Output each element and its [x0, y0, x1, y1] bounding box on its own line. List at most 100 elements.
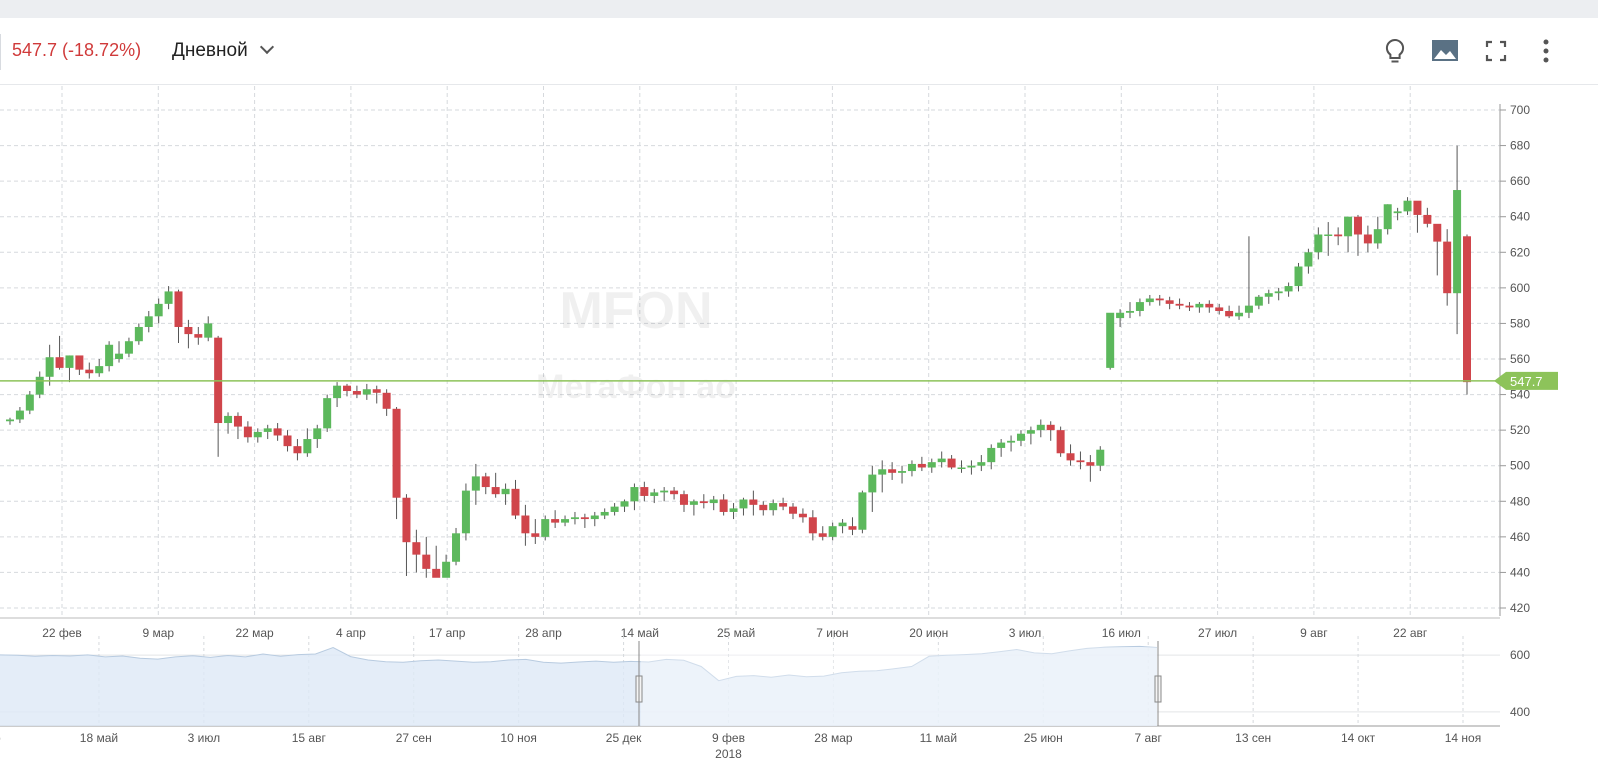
candle	[1026, 430, 1035, 434]
candle	[709, 499, 718, 504]
fullscreen-icon[interactable]	[1481, 36, 1511, 66]
candle	[65, 355, 74, 368]
candle	[848, 526, 857, 530]
x-tick-label: 22 мар	[235, 626, 274, 640]
x-tick-label: 28 апр	[525, 626, 562, 640]
navigator-area	[0, 646, 1157, 726]
candle	[1373, 229, 1382, 244]
candle	[818, 533, 827, 537]
image-icon[interactable]	[1430, 36, 1460, 66]
candle	[759, 504, 768, 511]
x-tick-label: 9 авг	[1300, 626, 1328, 640]
navigator-x-label: 18 май	[80, 731, 118, 745]
candle	[729, 508, 738, 512]
candle	[1433, 223, 1442, 242]
candle	[124, 341, 133, 354]
candle	[670, 490, 679, 495]
y-tick-label: 660	[1510, 174, 1530, 188]
candle	[55, 357, 64, 368]
candle	[1353, 216, 1362, 235]
navigator-x-label: 14 окт	[1341, 731, 1376, 745]
candle	[501, 488, 510, 495]
candle	[452, 533, 461, 562]
current-price-label: 547.7	[1510, 374, 1543, 389]
x-tick-label: 9 мар	[142, 626, 174, 640]
candle	[1036, 424, 1045, 431]
candle	[1225, 310, 1234, 317]
chart-toolbar: 547.7 (-18.72%) Дневной	[0, 18, 1598, 85]
candle	[204, 323, 213, 338]
x-axis: 22 фев 9 мар 22 мар 4 апр 17 апр 28 апр 14 май…	[0, 617, 1500, 640]
candle	[1185, 305, 1194, 308]
candle	[1463, 236, 1471, 383]
navigator: 400 600 ар 18 май 3 июл 15 авг 27 сен 10 ноя 25 …	[0, 636, 1530, 761]
candle	[342, 385, 351, 392]
candle	[1066, 453, 1075, 461]
candle	[1106, 312, 1115, 368]
x-tick-label: 14 май	[621, 626, 659, 640]
candle	[561, 519, 570, 523]
watermark-name: МегаФон ао	[536, 368, 736, 406]
candle	[997, 442, 1006, 448]
price-change-label: 547.7 (-18.72%)	[12, 40, 142, 60]
y-tick-label: 640	[1510, 210, 1530, 224]
candle	[1443, 241, 1452, 294]
candle	[1324, 234, 1333, 236]
candle	[600, 511, 609, 516]
candle	[1096, 449, 1105, 466]
navigator-x-label: ар	[0, 731, 1, 745]
candle	[828, 526, 837, 537]
candle	[699, 501, 708, 504]
navigator-line	[0, 645, 1158, 682]
candle	[115, 353, 124, 359]
price-chart[interactable]: MFON МегаФон ао 420 440 460 480 500 520 540 560…	[0, 86, 1598, 761]
candle	[1244, 305, 1253, 313]
chevron-down-icon	[259, 39, 274, 55]
candle	[1383, 204, 1392, 230]
candle	[491, 487, 500, 495]
candle	[888, 469, 897, 473]
candle	[164, 291, 173, 304]
candle	[1086, 462, 1095, 466]
candle	[233, 415, 242, 427]
navigator-x-label: 27 сен	[396, 731, 432, 745]
x-tick-label: 27 июл	[1198, 626, 1237, 640]
candle	[1413, 200, 1422, 215]
candle	[739, 499, 748, 509]
candle	[531, 533, 540, 537]
candles-layer	[6, 145, 1471, 578]
x-tick-label: 4 апр	[336, 626, 366, 640]
x-tick-label: 17 апр	[429, 626, 466, 640]
candle	[35, 376, 44, 395]
candle	[1126, 310, 1135, 313]
candle	[580, 517, 589, 520]
x-tick-label: 3 июл	[1009, 626, 1041, 640]
candle	[392, 408, 401, 498]
candle	[45, 357, 54, 377]
candle	[1116, 312, 1125, 319]
candle	[283, 435, 292, 447]
candle	[273, 428, 282, 436]
navigator-y-label: 600	[1510, 648, 1530, 662]
x-tick-label: 7 июн	[816, 626, 848, 640]
candle	[422, 554, 431, 569]
y-tick-label: 540	[1510, 388, 1530, 402]
divider	[0, 34, 1, 70]
candle	[95, 366, 104, 374]
lightbulb-icon[interactable]	[1380, 36, 1410, 66]
candle	[987, 447, 996, 463]
y-tick-label: 600	[1510, 281, 1530, 295]
candle	[85, 369, 94, 374]
interval-dropdown[interactable]: Дневной	[172, 39, 274, 62]
x-tick-label: 22 фев	[42, 626, 82, 640]
candle	[1135, 302, 1144, 311]
y-tick-label: 620	[1510, 245, 1530, 259]
candle	[1215, 307, 1224, 311]
candle	[937, 458, 946, 463]
candle	[303, 439, 312, 454]
candle	[1046, 424, 1055, 431]
more-vert-icon[interactable]	[1531, 36, 1561, 66]
candle	[907, 463, 916, 472]
navigator-year-label: 2018	[715, 747, 742, 761]
candle	[442, 561, 451, 578]
